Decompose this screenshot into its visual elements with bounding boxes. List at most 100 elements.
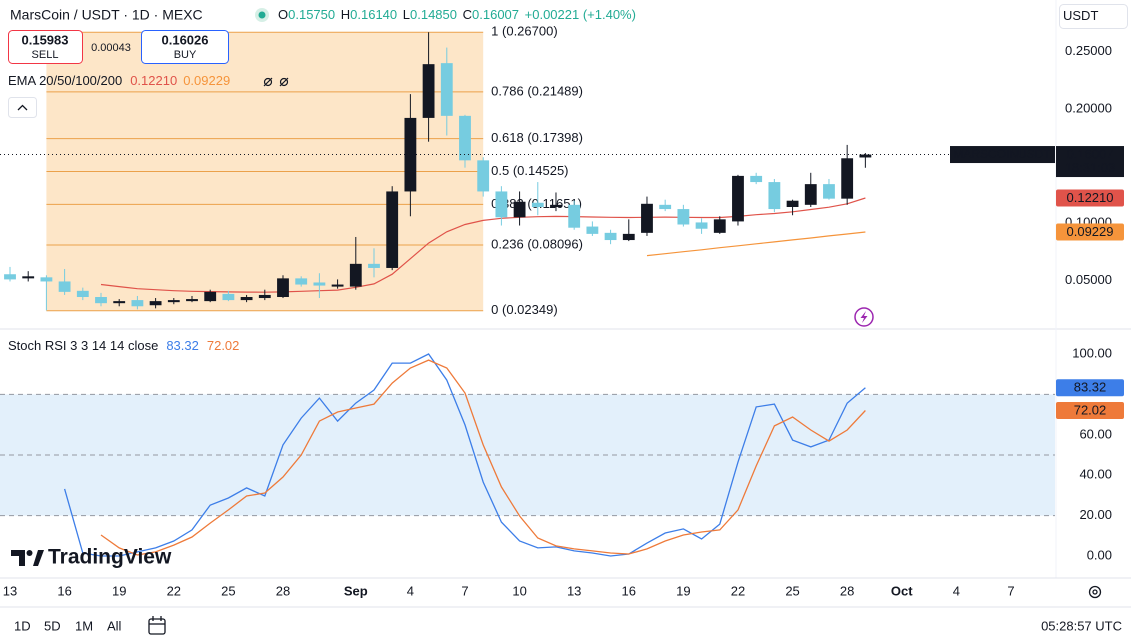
y-tick-label: 100.00 — [1072, 345, 1112, 360]
candle-body — [804, 184, 817, 205]
candle-body — [477, 160, 490, 192]
y-tick-label: 0.00 — [1087, 547, 1112, 562]
status-dot — [258, 11, 266, 19]
ema-last-label: 0.09229 — [1067, 224, 1114, 239]
y-tick-label: 0.05000 — [1065, 272, 1112, 287]
candle-body — [131, 300, 144, 307]
ohlc-key: O — [278, 7, 288, 22]
x-tick-label: 16 — [57, 583, 71, 598]
x-tick-label: Sep — [344, 583, 368, 598]
x-tick-label: 22 — [167, 583, 181, 598]
stoch-pane — [0, 353, 1055, 557]
x-tick-label: 4 — [407, 583, 414, 598]
fib-label: 0.236 (0.08096) — [491, 236, 583, 251]
candle-body — [641, 203, 653, 233]
price-box — [1056, 146, 1124, 178]
candle-body — [258, 294, 271, 299]
currency-select[interactable] — [1059, 4, 1128, 29]
candle-body — [604, 232, 617, 241]
candle-body — [768, 182, 781, 210]
x-tick-label: 4 — [953, 583, 960, 598]
x-tick-label: 22 — [731, 583, 745, 598]
candle-body — [459, 115, 471, 161]
y-tick-label: 0.20000 — [1065, 100, 1112, 115]
symbol-label: MARSCOINUSDT — [953, 147, 1051, 161]
calendar-icon[interactable] — [148, 616, 166, 635]
ema-value: 0.09229 — [183, 73, 230, 88]
ema-last-label-box — [1056, 223, 1124, 241]
sell-button[interactable] — [8, 30, 83, 64]
fib-label: 0.786 (0.21489) — [491, 83, 583, 98]
candle-body — [277, 278, 289, 298]
range-button[interactable]: 1D — [14, 618, 31, 633]
x-tick-label: 28 — [840, 583, 854, 598]
candle-body — [186, 299, 198, 302]
candle-body — [422, 64, 435, 118]
candle-body — [404, 117, 417, 192]
hide-icons[interactable] — [263, 77, 289, 87]
chevron — [17, 104, 28, 111]
fib-label: 0.5 (0.14525) — [491, 163, 568, 178]
change: +0.00221 (+1.40%) — [525, 7, 636, 22]
candle-body — [313, 282, 326, 286]
range-button[interactable]: 5D — [44, 618, 61, 633]
candle-body — [113, 301, 126, 304]
candle-body — [295, 278, 308, 285]
symbol-box — [950, 146, 1055, 164]
candle-body — [386, 191, 399, 268]
last-value-label: 83.32 — [1074, 380, 1107, 395]
ohlc-key: C — [463, 7, 472, 22]
range-button[interactable]: 1M — [75, 618, 93, 633]
x-tick-label: 16 — [622, 583, 636, 598]
series-line — [100, 359, 866, 556]
stoch-k-value: 83.32 — [166, 338, 199, 353]
candle-body — [4, 274, 16, 280]
axes: 0.250000.200000.100000.050000.122100.092… — [3, 43, 1124, 598]
logo-text: TradingView — [48, 546, 172, 569]
x-tick-label: 13 — [3, 583, 17, 598]
buy-price: 0.16026 — [162, 32, 209, 47]
sell-price: 0.15983 — [22, 32, 69, 47]
event-icon — [860, 311, 868, 323]
candle-body — [495, 191, 508, 218]
collapse-button[interactable] — [8, 97, 37, 118]
stoch-d-value: 72.02 — [207, 338, 240, 353]
candle-body — [750, 175, 763, 183]
last-value-label-box — [1056, 402, 1124, 420]
ema-line — [646, 231, 866, 257]
ohlc-value: 0.14850 — [410, 7, 457, 22]
candle-body — [40, 277, 53, 282]
x-tick-label: 25 — [785, 583, 799, 598]
x-tick-label: 28 — [276, 583, 290, 598]
y-tick-label: 60.00 — [1079, 426, 1112, 441]
series-line — [63, 353, 866, 557]
candle-body — [440, 63, 453, 116]
x-tick-label: 7 — [461, 583, 468, 598]
buy-label: BUY — [174, 49, 197, 61]
countdown: 18:31:03 — [1065, 160, 1116, 175]
x-tick-label: 10 — [512, 583, 526, 598]
x-tick-label: 19 — [676, 583, 690, 598]
candle-body — [167, 300, 180, 303]
clock: 05:28:57 UTC — [1041, 618, 1122, 633]
y-tick-label: 40.00 — [1079, 467, 1112, 482]
stoch-title: Stoch RSI 3 3 14 14 close — [8, 338, 158, 353]
x-tick-label: 7 — [1007, 583, 1014, 598]
candle-body — [622, 233, 635, 241]
ohlc-key: L — [403, 7, 410, 22]
ohlc-value: 0.15750 — [288, 7, 335, 22]
last-value-label: 72.02 — [1074, 402, 1107, 417]
buy-button[interactable] — [141, 30, 229, 64]
range-button[interactable]: All — [107, 618, 122, 633]
candle-body — [204, 291, 217, 302]
settings-icon[interactable] — [1088, 585, 1102, 599]
candle-body — [331, 284, 344, 287]
last-value-label-box — [1056, 379, 1124, 397]
candle-body — [695, 222, 708, 229]
stoch-legend: Stoch RSI 3 3 14 14 close 83.32 72.02 — [8, 338, 239, 353]
candle-body — [95, 297, 107, 304]
candle-body — [786, 200, 799, 208]
fib-label: 1 (0.26700) — [491, 24, 558, 39]
candle-body — [659, 204, 672, 210]
